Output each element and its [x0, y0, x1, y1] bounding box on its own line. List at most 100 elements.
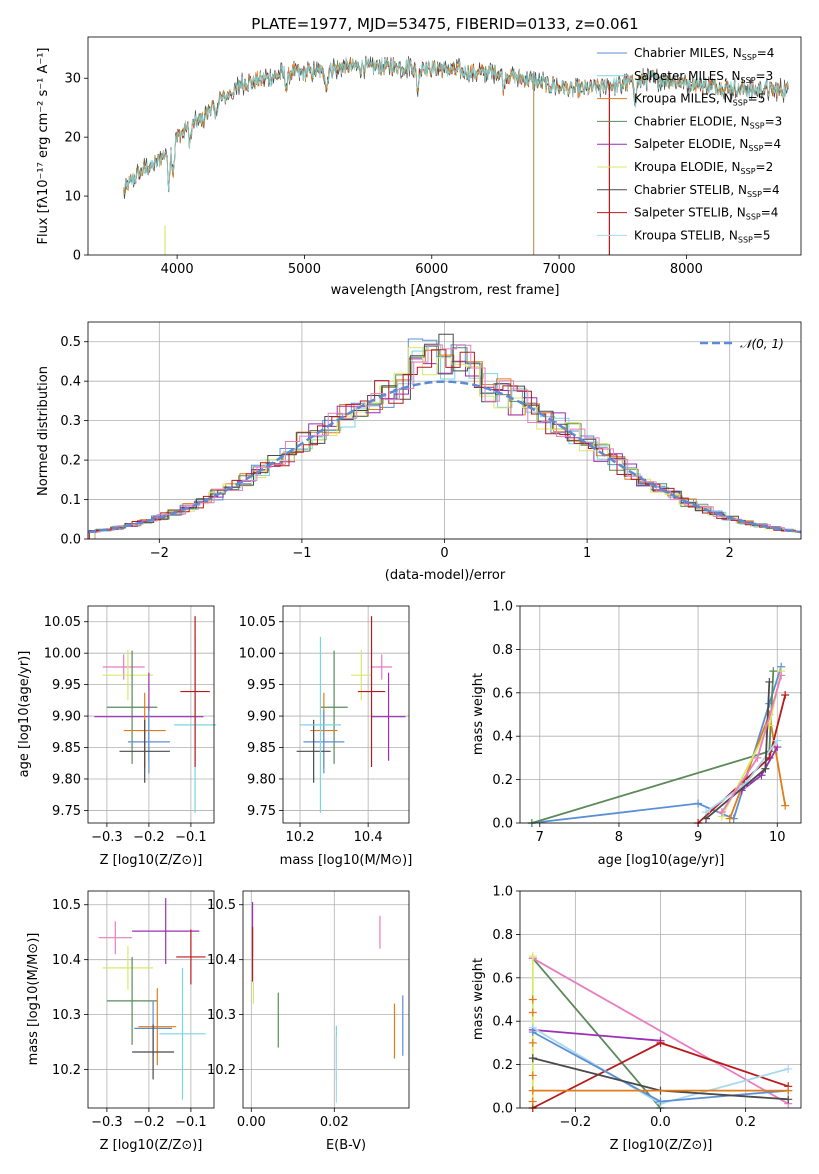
y-tick-label: 0.0	[60, 533, 81, 548]
y-tick-label: 10.05	[44, 615, 81, 630]
y-tick-label: 0.3	[60, 414, 81, 429]
y-tick-label: 9.75	[247, 804, 276, 819]
x-tick-label: −0.1	[175, 830, 207, 845]
x-tick-label: −0.2	[560, 1115, 592, 1130]
y-tick-label: 10.4	[52, 953, 81, 968]
y-tick-label: 0.8	[492, 643, 513, 658]
x-tick-label: 0.2	[735, 1115, 756, 1130]
y-tick-label: 0	[73, 249, 81, 264]
y-tick-label: 0.6	[492, 686, 513, 701]
x-tick-label: 5000	[288, 262, 321, 277]
spectrum-ylabel: Flux [fλ10⁻¹⁷ erg cm⁻² s⁻¹ A⁻¹]	[36, 48, 51, 245]
axes-frame	[519, 605, 802, 824]
weight-marker	[656, 1038, 665, 1047]
y-tick-label: 10.05	[239, 615, 276, 630]
x-tick-label: 7	[536, 830, 544, 845]
weight-marker	[656, 1097, 665, 1106]
x-tick-label: 10	[769, 830, 786, 845]
weight-marker	[694, 799, 703, 808]
y-tick-label: 10.2	[52, 1063, 81, 1078]
y-tick-label: 10.00	[239, 647, 276, 662]
weight-line	[531, 666, 783, 824]
x-tick-label: −0.3	[91, 830, 123, 845]
wAge-xlabel: age [log10(age/yr)]	[598, 853, 725, 868]
ageZ-xlabel: Z [log10(Z/Z⊙)]	[100, 853, 203, 868]
weight-marker	[528, 1097, 537, 1106]
weight-line	[532, 957, 662, 1109]
x-tick-label: 4000	[161, 262, 194, 277]
legend-entry: Chabrier ELODIE, NSSP=3	[634, 114, 782, 130]
x-tick-label: 8	[615, 830, 623, 845]
wZ-ylabel: mass weight	[471, 958, 486, 1040]
wZ-xlabel: Z [log10(Z/Z⊙)]	[610, 1138, 713, 1153]
y-tick-label: 10.3	[207, 1008, 236, 1023]
spectrum-title: PLATE=1977, MJD=53475, FIBERID=0133, z=0…	[251, 15, 638, 33]
x-tick-label: 8000	[670, 262, 703, 277]
y-tick-label: 0.4	[492, 1015, 513, 1030]
weight-marker	[784, 1064, 793, 1073]
weight-marker	[528, 1028, 537, 1037]
x-tick-label: 0.02	[320, 1115, 349, 1130]
axes-frame	[87, 890, 215, 1109]
y-tick-label: 20	[64, 131, 81, 146]
y-tick-label: 9.80	[52, 772, 81, 787]
y-tick-label: 9.90	[247, 710, 276, 725]
weight-marker	[784, 1095, 793, 1104]
wAge-ylabel: mass weight	[471, 673, 486, 755]
y-tick-label: 0.2	[60, 454, 81, 469]
y-tick-label: 0.0	[492, 817, 513, 832]
x-tick-label: 0.00	[237, 1115, 266, 1130]
x-tick-label: 9	[694, 830, 702, 845]
histogram-series	[87, 333, 802, 539]
weight-vs-metallicity-panel: −0.2 0.0 0.2 0.0 0.2 0.4 0.6 0.8 1.0	[492, 885, 802, 1130]
y-tick-label: 10.2	[207, 1063, 236, 1078]
weight-marker	[773, 736, 782, 745]
weight-marker	[725, 814, 734, 823]
massEBV-xlabel: E(B-V)	[326, 1138, 366, 1153]
legend-entry: Salpeter STELIB, NSSP=4	[634, 206, 778, 222]
axes-frame	[87, 605, 215, 824]
weight-marker	[781, 690, 790, 699]
y-tick-label: 10.00	[44, 647, 81, 662]
weight-marker	[717, 808, 726, 817]
x-tick-label: 1	[583, 546, 591, 561]
weight-marker	[781, 801, 790, 810]
weight-marker	[702, 814, 711, 823]
legend-entry: Kroupa STELIB, NSSP=5	[634, 228, 771, 244]
y-tick-label: 0.4	[60, 375, 81, 390]
y-tick-label: 9.80	[247, 772, 276, 787]
massZ-xlabel: Z [log10(Z/Z⊙)]	[100, 1138, 203, 1153]
x-tick-label: −1	[292, 546, 311, 561]
normal-curve	[87, 380, 802, 534]
y-tick-label: 1.0	[492, 885, 513, 900]
x-tick-label: 7000	[543, 262, 576, 277]
massZ-ylabel: mass [log10(M/M⊙)]	[26, 933, 41, 1066]
histogram-series	[88, 349, 802, 539]
ageZ-ylabel: age [log10(age/yr)]	[17, 651, 32, 778]
spectrum-panel: 4000 5000 6000 7000 8000 0 10 20 30	[64, 36, 802, 277]
weight-marker	[528, 1038, 537, 1047]
ageM-xlabel: mass [log10(M/M⊙)]	[280, 853, 413, 868]
y-tick-label: 10	[64, 190, 81, 205]
legend-entry: Chabrier MILES, NSSP=4	[634, 46, 774, 62]
y-tick-label: 0.0	[492, 1102, 513, 1117]
weight-marker	[528, 995, 537, 1004]
y-tick-label: 10.5	[52, 898, 81, 913]
hist-xlabel: (data-model)/error	[385, 568, 506, 583]
weight-line	[532, 957, 789, 1105]
x-tick-label: 0	[440, 546, 448, 561]
x-tick-label: −2	[150, 546, 169, 561]
axes-frame	[242, 890, 410, 1109]
legend-entry: Salpeter ELODIE, NSSP=4	[634, 137, 781, 153]
y-tick-label: 0.8	[492, 928, 513, 943]
weight-vs-age-panel: 7 8 9 10 0.0 0.2 0.4 0.6 0.8 1.0	[492, 600, 802, 845]
weight-marker	[753, 753, 762, 762]
y-tick-label: 10.3	[52, 1008, 81, 1023]
y-tick-label: 9.75	[52, 804, 81, 819]
spectrum-line	[123, 57, 789, 192]
weight-marker	[769, 667, 778, 676]
x-tick-label: −0.2	[133, 830, 165, 845]
legend-entry: Kroupa ELODIE, NSSP=2	[634, 160, 773, 176]
x-tick-label: 2	[726, 546, 734, 561]
legend-entry: Salpeter MILES, NSSP=3	[634, 69, 773, 85]
